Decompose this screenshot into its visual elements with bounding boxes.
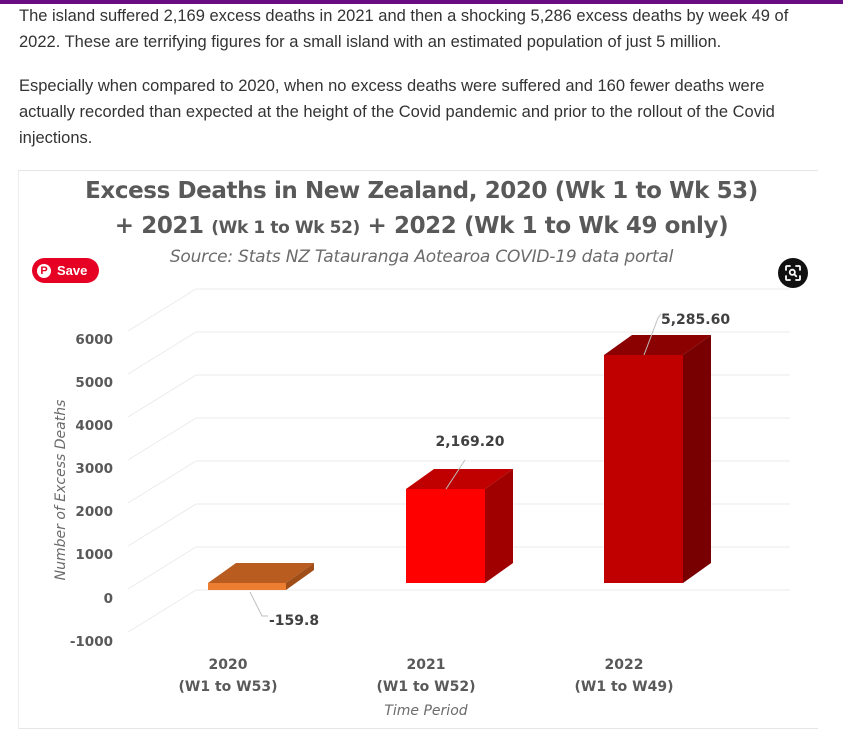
data-label-2022: 5,285.60 [661,312,730,328]
bar-2021 [406,469,513,583]
x-tick-range: (W1 to W49) [575,679,674,695]
data-label-2020: -159.8 [269,613,319,629]
x-axis-title: Time Period [384,703,467,719]
y-tick: 2000 [75,504,113,520]
bar-2020 [208,563,314,590]
y-tick: 1000 [75,547,113,563]
visual-search-icon [785,265,801,281]
title-part: (Wk 1 to Wk 52) [211,218,360,238]
visual-search-button[interactable] [778,258,808,288]
x-tick-year: 2022 [605,657,644,673]
site-top-bar [0,0,843,4]
y-tick: 5000 [75,375,113,391]
y-tick: 0 [104,591,113,607]
leader-line [249,591,268,617]
chart-title-line2: + 2021 (Wk 1 to Wk 52) + 2022 (Wk 1 to W… [0,213,843,239]
pinterest-icon: P [37,263,51,278]
chart-title: Excess Deaths in New Zealand, 2020 (Wk 1… [85,178,758,204]
y-tick: 3000 [75,461,113,477]
chart-image-frame [18,170,818,729]
leader-line [445,459,466,490]
y-tick: 4000 [75,418,113,434]
x-tick-range: (W1 to W52) [377,679,476,695]
pinterest-save-button[interactable]: P Save [32,258,99,283]
leader-line [643,313,662,356]
y-axis-title: Number of Excess Deaths [53,400,69,581]
x-tick-range: (W1 to W53) [179,679,278,695]
save-label: Save [57,263,88,278]
y-tick: -1000 [70,634,113,650]
chart-subtitle: Source: Stats NZ Tatauranga Aotearoa COV… [169,247,674,267]
bar-2022 [604,335,711,583]
x-tick-year: 2021 [407,657,446,673]
article-paragraph: The island suffered 2,169 excess deaths … [19,7,789,51]
x-tick-year: 2020 [209,657,248,673]
title-part: + 2021 [114,213,204,239]
data-label-2021: 2,169.20 [435,434,504,450]
title-part: + 2022 (Wk 1 to Wk 49 only) [367,213,729,239]
article-paragraph: Especially when compared to 2020, when n… [19,77,775,147]
y-tick: 6000 [75,332,113,348]
